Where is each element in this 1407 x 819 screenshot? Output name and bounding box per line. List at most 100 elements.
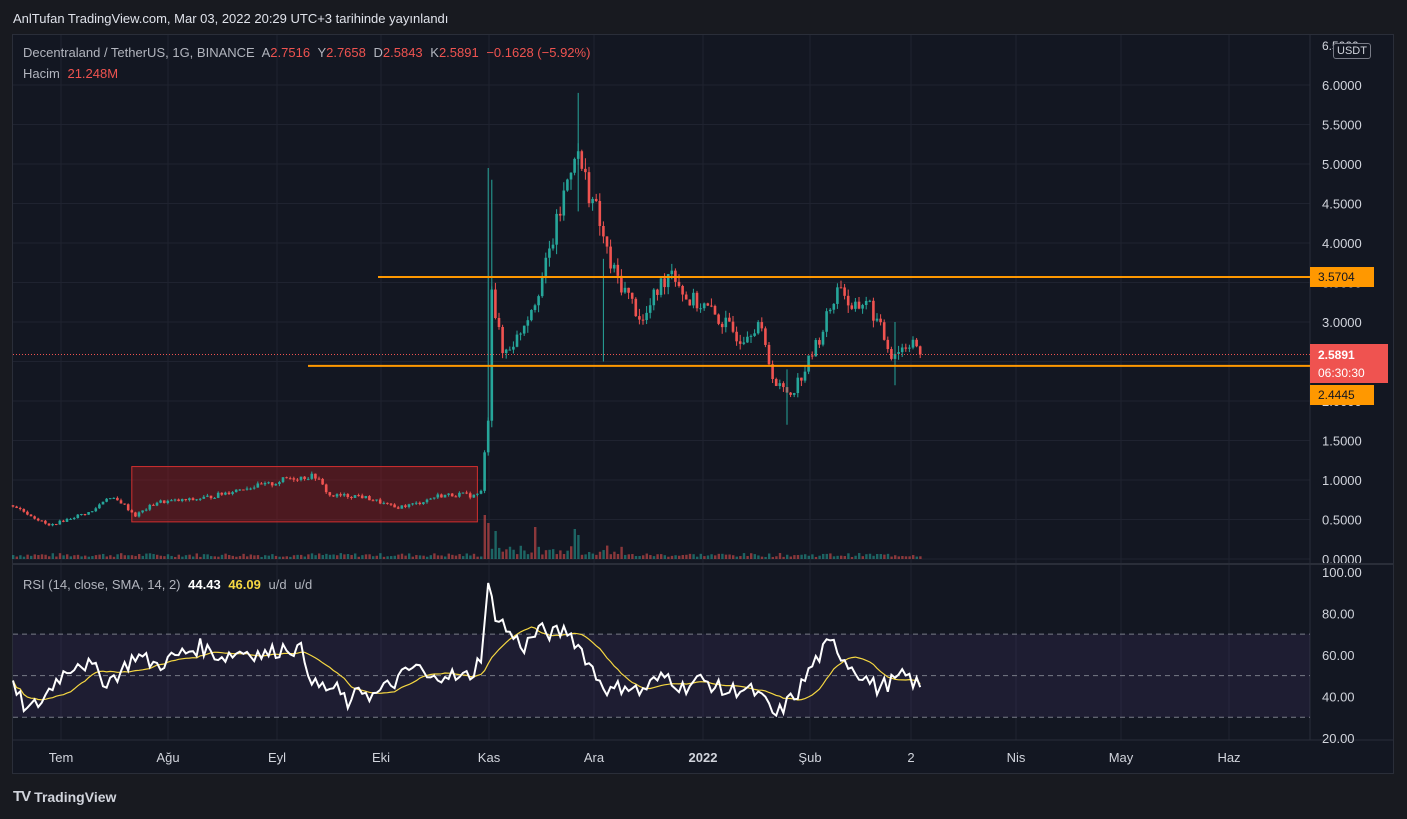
candle-body [724,317,728,328]
volume-bar [681,555,684,559]
candle-body [684,294,688,300]
volume-bar [879,554,882,559]
candle-body [40,520,44,522]
candle-body [177,499,180,502]
candle-body [774,379,778,386]
volume-bar [364,554,368,559]
candle-body [551,244,555,249]
time-tick-label: Eyl [268,750,286,765]
volume-label[interactable]: Hacim [23,66,60,81]
volume-bar [645,553,648,559]
candle-body [846,295,850,306]
candle-body [119,500,123,504]
currency-button[interactable]: USDT [1333,43,1371,59]
candle-body [702,303,706,309]
candle-body [252,487,256,489]
volume-bar [721,553,724,559]
candle-body [638,316,641,320]
volume-bar [404,555,407,559]
time-tick-label: Kas [478,750,501,765]
candle-body [180,499,184,502]
volume-bar [361,555,364,559]
volume-bar [184,555,188,559]
volume-bar [642,555,645,559]
candle-body [346,494,350,497]
candle-body [328,492,332,496]
volume-bar [915,556,918,559]
candle-body [80,514,83,516]
volume-bar [220,554,224,559]
candle-body [771,364,774,380]
rsi-label[interactable]: RSI (14, close, SMA, 14, 2) [23,577,181,592]
volume-bar [278,556,281,559]
candle-body [864,300,868,306]
candle-body [260,483,263,485]
volume-bar [667,556,670,559]
volume-value: 21.248M [67,66,119,81]
candle-body [396,507,400,509]
volume-bar [836,555,839,559]
candle-body [666,274,670,288]
volume-bar [778,553,782,559]
volume-bar [433,553,436,559]
candle-body [386,502,389,504]
volume-bar [192,556,195,559]
volume-bar [94,555,98,559]
candle-body [872,300,875,321]
price-tick-label: 1.0000 [1322,473,1362,488]
publication-caption: AnlTufan TradingView.com, Mar 03, 2022 2… [13,11,449,26]
volume-bar [487,523,490,559]
volume-bar [469,555,472,559]
symbol-title[interactable]: Decentraland / TetherUS, 1G, BINANCE [23,45,255,60]
volume-bar [138,554,141,559]
volume-bar [274,555,278,559]
volume-bar [444,556,447,559]
candle-body [141,510,144,513]
volume-bar [760,556,764,559]
candle-body [908,347,911,349]
volume-bar [516,554,519,559]
candle-body [454,496,458,498]
volume-bar [710,554,713,559]
candle-body [112,497,116,499]
volume-bar [382,556,386,559]
volume-bar [804,554,807,559]
tradingview-brand[interactable]: TV TradingView [13,788,116,805]
candle-body [339,494,342,496]
volume-bar [195,553,198,559]
candle-body [720,323,724,328]
candle-body [713,305,717,315]
candle-body [224,492,227,495]
candle-body [83,514,87,516]
volume-bar [285,556,288,559]
candle-body [18,507,22,510]
candle-body [760,322,764,329]
candle-body [742,342,746,344]
candle-body [306,478,310,480]
candle-body [94,508,98,512]
candle-body [234,489,238,493]
candle-body [832,303,836,310]
candle-body [155,502,159,506]
volume-bar [15,556,18,559]
volume-bar [148,553,152,559]
volume-bar [170,555,173,559]
candle-body [825,311,828,332]
candle-body [206,495,209,497]
volume-bar [390,556,393,559]
candle-body [504,349,508,354]
volume-bar [343,554,346,559]
candle-body [605,236,609,247]
candle-body [202,496,206,499]
volume-bar [847,553,850,559]
candle-body [843,287,846,296]
candle-body [26,511,29,515]
candle-body [303,476,306,480]
volume-bar [411,556,414,559]
volume-bar [814,556,818,559]
volume-bar [591,553,594,559]
rsi-sma-value: 46.09 [228,577,261,592]
candle-body [792,393,796,395]
volume-bar [127,555,130,559]
